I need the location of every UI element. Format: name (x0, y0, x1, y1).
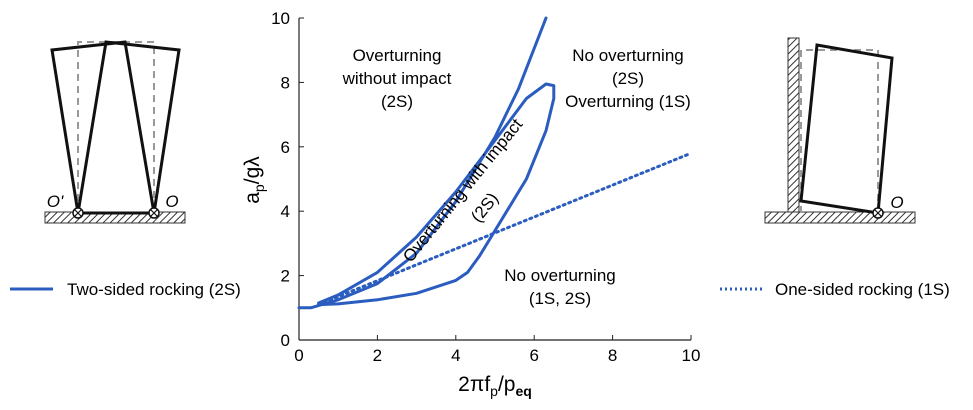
y-axis-label: ap/gλ (241, 156, 267, 204)
region-label-no-overturning-top-line2: (2S) (612, 69, 644, 88)
one-sided-rocking-schematic: O (764, 37, 916, 224)
region-label-with-impact-line2: (2S) (467, 189, 502, 226)
block-rocked-wall (799, 43, 894, 215)
pivot-label-o-left: O (165, 192, 178, 211)
legend-label-two-sided: Two-sided rocking (2S) (67, 280, 241, 299)
plot-area: 0 2 4 6 8 10 0 2 4 6 8 10 Overturning without impac… (241, 9, 700, 399)
x-tick-label: 8 (608, 346, 617, 365)
region-label-overturning-line1: Overturning (353, 46, 442, 65)
legend-one-sided: One-sided rocking (1S) (720, 280, 950, 299)
y-tick-label: 4 (281, 202, 290, 221)
x-tick-label: 0 (294, 346, 303, 365)
x-tick-label: 6 (529, 346, 538, 365)
y-tick-label: 2 (281, 267, 290, 286)
region-label-no-overturning-bottom-line1: No overturning (504, 266, 616, 285)
x-axis-label: 2πfp/peq (458, 373, 532, 399)
block-rocked-right (76, 40, 181, 215)
region-label-with-impact-line1: Overturning with impact (399, 115, 526, 266)
legend-label-one-sided: One-sided rocking (1S) (775, 280, 950, 299)
region-label-no-overturning-top-line1: No overturning (572, 46, 684, 65)
wall-hatch (787, 37, 800, 224)
x-tick-label: 4 (451, 346, 460, 365)
pivot-o-icon (148, 207, 160, 219)
y-tick-label: 0 (281, 331, 290, 350)
x-tick-label: 10 (682, 346, 701, 365)
two-sided-rocking-schematic: O' O (44, 40, 186, 224)
y-tick-label: 8 (281, 73, 290, 92)
x-tick-label: 2 (373, 346, 382, 365)
region-label-no-overturning-bottom-line2: (1S, 2S) (529, 289, 591, 308)
region-label-no-overturning-top-line3: Overturning (1S) (565, 92, 691, 111)
pivot-o-right-icon (872, 207, 884, 219)
pivot-label-o-right: O (890, 193, 903, 212)
y-tick-label: 10 (271, 9, 290, 28)
ground-hatch-right (764, 211, 916, 224)
y-tick-label: 6 (281, 138, 290, 157)
pivot-label-o-prime: O' (47, 192, 64, 211)
region-label-overturning-line2: without impact (342, 69, 452, 88)
legend-two-sided: Two-sided rocking (2S) (10, 280, 241, 299)
two-sided-rocking-line-1 (317, 82, 556, 307)
block-rest-outline-left (77, 41, 155, 213)
one-sided-rocking-line-0 (317, 151, 693, 307)
pivot-o-prime-icon (72, 207, 84, 219)
region-label-overturning-line3: (2S) (381, 92, 413, 111)
